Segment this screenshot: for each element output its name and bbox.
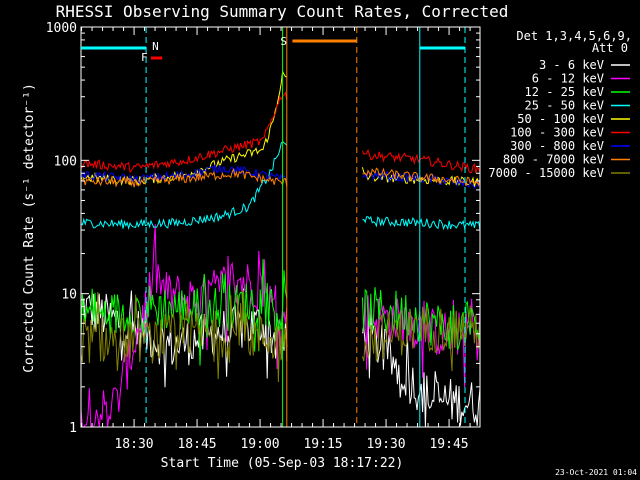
legend-entry: 3 - 6 keV — [539, 58, 604, 72]
flag-label: F — [141, 51, 148, 64]
plot-frame — [80, 26, 481, 428]
y-tick-label: 1000 — [46, 21, 77, 36]
flag-label: N — [152, 40, 159, 53]
legend-entry: 300 - 800 keV — [510, 139, 604, 153]
y-tick-label: 100 — [54, 154, 77, 169]
legend-entry: 12 - 25 keV — [525, 85, 604, 99]
x-tick-label: 18:45 — [177, 437, 216, 452]
x-tick-label: 19:30 — [366, 437, 405, 452]
x-axis-label: Start Time (05-Sep-03 18:17:22) — [161, 456, 404, 471]
legend-entry: 6 - 12 keV — [532, 72, 604, 86]
x-tick-label: 18:30 — [114, 437, 153, 452]
legend-detectors: Det 1,3,4,5,6,9, — [516, 29, 632, 43]
legend-entry: 25 - 50 keV — [525, 99, 604, 113]
series-line — [81, 167, 480, 188]
y-tick-label: 1 — [69, 421, 77, 436]
legend-attenuator: Att 0 — [592, 41, 628, 55]
x-tick-label: 19:15 — [303, 437, 342, 452]
chart-title: RHESSI Observing Summary Count Rates, Co… — [56, 2, 509, 21]
x-tick-label: 19:00 — [240, 437, 279, 452]
legend-entry: 50 - 100 keV — [517, 112, 604, 126]
flag-label: S — [280, 35, 287, 48]
y-tick-label: 10 — [61, 288, 77, 303]
series-line — [81, 91, 480, 174]
legend-entry: 800 - 7000 keV — [503, 153, 604, 167]
plot-area — [81, 27, 480, 427]
legend-entry: 7000 - 15000 keV — [488, 166, 604, 180]
y-axis-label: Corrected Count Rate (s⁻¹ detector⁻¹) — [22, 83, 37, 373]
legend-entry: 100 - 300 keV — [510, 126, 604, 140]
x-tick-label: 19:45 — [429, 437, 468, 452]
y-axis: 1 10 100 1000 — [46, 21, 480, 436]
series-line — [81, 140, 480, 231]
x-axis: 18:30 18:45 19:00 19:15 19:30 19:45 — [81, 27, 471, 452]
footer-date: 23-Oct-2021 01:04 — [555, 468, 637, 477]
series-line — [81, 290, 480, 383]
